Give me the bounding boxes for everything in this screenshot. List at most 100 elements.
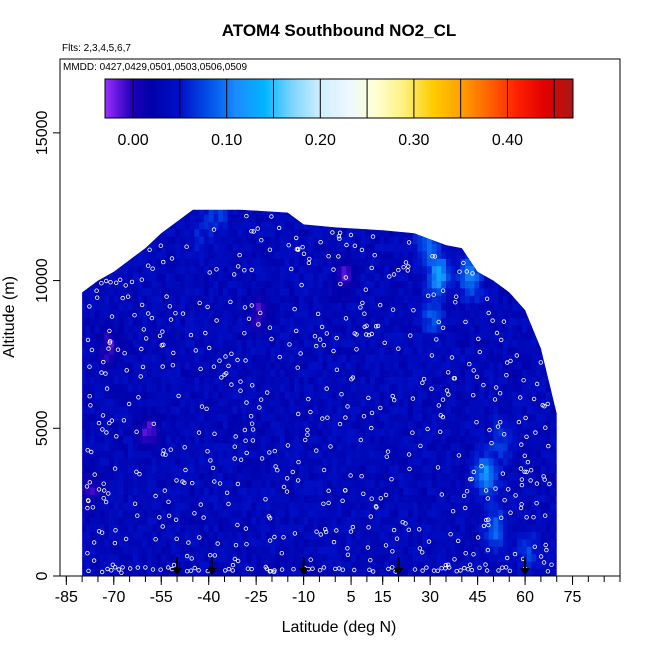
heat-cell xyxy=(256,502,262,510)
heat-cell xyxy=(298,332,305,341)
heat-cell xyxy=(161,332,167,341)
heat-cell xyxy=(384,494,390,503)
heat-cell xyxy=(184,310,191,318)
heat-cell xyxy=(237,398,243,407)
heat-cell xyxy=(412,553,418,562)
heat-cell xyxy=(308,509,314,518)
heat-cell xyxy=(417,339,423,348)
heat-cell xyxy=(317,243,323,252)
heat-cell xyxy=(332,494,338,503)
heat-cell xyxy=(536,509,542,518)
heat-cell xyxy=(161,265,167,274)
heat-cell xyxy=(241,487,248,496)
heat-cell xyxy=(256,531,262,540)
heat-cell xyxy=(241,258,248,267)
heat-cell xyxy=(270,561,276,570)
heat-cell xyxy=(526,553,532,562)
heat-cell xyxy=(436,450,442,459)
heat-cell xyxy=(384,376,390,385)
heat-cell xyxy=(90,502,96,510)
heat-cell xyxy=(488,332,494,341)
heat-cell xyxy=(175,435,181,444)
heat-cell xyxy=(123,457,129,466)
heat-cell xyxy=(455,524,461,533)
heat-cell xyxy=(189,502,195,510)
heat-cell xyxy=(175,546,181,555)
heat-cell xyxy=(507,295,513,304)
heat-cell xyxy=(512,354,518,363)
heat-cell xyxy=(165,568,172,576)
heat-cell xyxy=(521,398,528,407)
sample-marker xyxy=(104,430,109,435)
heat-cell xyxy=(298,280,305,289)
heat-cell xyxy=(165,361,172,370)
heat-cell xyxy=(488,443,494,451)
heat-cell xyxy=(336,228,342,237)
heat-cell xyxy=(313,479,319,488)
sample-marker xyxy=(429,353,435,358)
heat-cell xyxy=(360,546,366,555)
heat-cell xyxy=(104,324,110,333)
heat-cell xyxy=(94,317,100,326)
heat-cell xyxy=(313,369,319,377)
heat-cell xyxy=(170,494,176,503)
heat-cell xyxy=(464,295,471,304)
heat-cell xyxy=(82,531,86,540)
heat-cell xyxy=(393,546,399,555)
heat-cell xyxy=(389,428,395,437)
heat-cell xyxy=(104,553,110,562)
heat-cell xyxy=(265,243,271,252)
heat-cell xyxy=(90,561,96,570)
heat-cell xyxy=(360,295,366,304)
heat-cell xyxy=(284,258,290,267)
heat-cell xyxy=(436,435,442,444)
heat-cell xyxy=(384,531,390,540)
heat-cell xyxy=(289,273,295,281)
heat-cell xyxy=(260,369,267,377)
heat-cell xyxy=(232,302,238,311)
heat-cell xyxy=(517,494,523,503)
heat-cell xyxy=(521,406,528,414)
heat-cell xyxy=(251,251,257,259)
heat-cell xyxy=(203,531,210,540)
heat-cell xyxy=(175,332,181,341)
heat-cell xyxy=(203,273,210,281)
heat-cell xyxy=(431,302,437,311)
heat-cell xyxy=(526,354,532,363)
heat-cell xyxy=(441,258,447,267)
heat-cell xyxy=(256,221,262,230)
heat-cell xyxy=(398,494,404,503)
heat-cell xyxy=(460,531,466,540)
heat-cell xyxy=(408,376,414,385)
heat-cell xyxy=(199,539,205,547)
heat-cell xyxy=(455,332,461,341)
sample-marker xyxy=(199,404,205,409)
heat-cell xyxy=(123,280,129,289)
heat-cell xyxy=(270,302,276,311)
heat-cell xyxy=(374,332,380,341)
heat-cell xyxy=(180,383,186,392)
heat-cell xyxy=(298,413,305,422)
heat-cell xyxy=(327,376,333,385)
heat-cell xyxy=(346,376,352,385)
heat-cell xyxy=(479,280,485,289)
heat-cell xyxy=(184,228,191,237)
heat-cell xyxy=(389,273,395,281)
heat-cell xyxy=(332,287,338,296)
heat-cell xyxy=(479,361,485,370)
heat-cell xyxy=(483,553,490,562)
heat-cell xyxy=(137,553,143,562)
heat-cell xyxy=(336,435,342,444)
heat-cell xyxy=(279,287,286,296)
heat-cell xyxy=(341,280,347,289)
heat-cell xyxy=(455,516,461,525)
heat-cell xyxy=(104,502,110,510)
heat-cell xyxy=(417,465,423,473)
heat-cell xyxy=(165,502,172,510)
heat-cell xyxy=(118,539,124,547)
heat-cell xyxy=(436,391,442,400)
heat-cell xyxy=(85,457,91,466)
heat-cell xyxy=(184,494,191,503)
heat-cell xyxy=(218,472,224,481)
heat-cell xyxy=(379,465,385,473)
